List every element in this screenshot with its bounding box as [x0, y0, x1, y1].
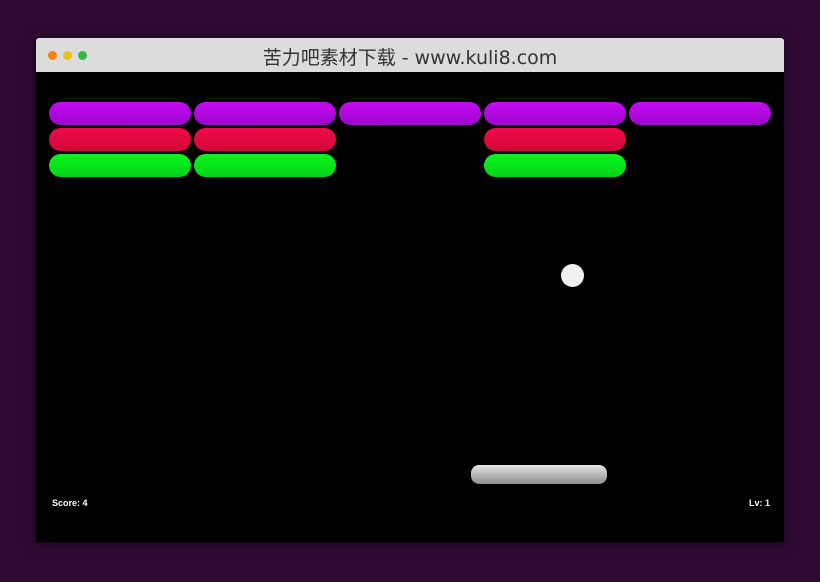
brick-row3-col4: [484, 154, 626, 177]
brick-row2-col2: [194, 128, 336, 151]
window-title: 苦力吧素材下载 - www.kuli8.com: [262, 47, 558, 69]
brick-row1-col2: [194, 102, 336, 125]
brick-row2-col4: [484, 128, 626, 151]
close-window-button[interactable]: [48, 51, 57, 60]
brick-row3-col2: [194, 154, 336, 177]
maximize-window-button[interactable]: [78, 51, 87, 60]
score-display: Score: 4: [52, 498, 88, 508]
brick-row1-col3: [339, 102, 481, 125]
brick-row2-col1: [49, 128, 191, 151]
brick-row1-col1: [49, 102, 191, 125]
ball: [561, 264, 584, 287]
paddle[interactable]: [471, 465, 607, 484]
minimize-window-button[interactable]: [63, 51, 72, 60]
brick-row1-col4: [484, 102, 626, 125]
browser-window: 苦力吧素材下载 - www.kuli8.com Score: 4 Lv: 1: [36, 38, 784, 542]
game-canvas[interactable]: Score: 4 Lv: 1: [36, 72, 784, 542]
brick-row3-col1: [49, 154, 191, 177]
title-bar: 苦力吧素材下载 - www.kuli8.com: [36, 38, 784, 72]
brick-row1-col5: [629, 102, 771, 125]
level-display: Lv: 1: [748, 498, 770, 508]
